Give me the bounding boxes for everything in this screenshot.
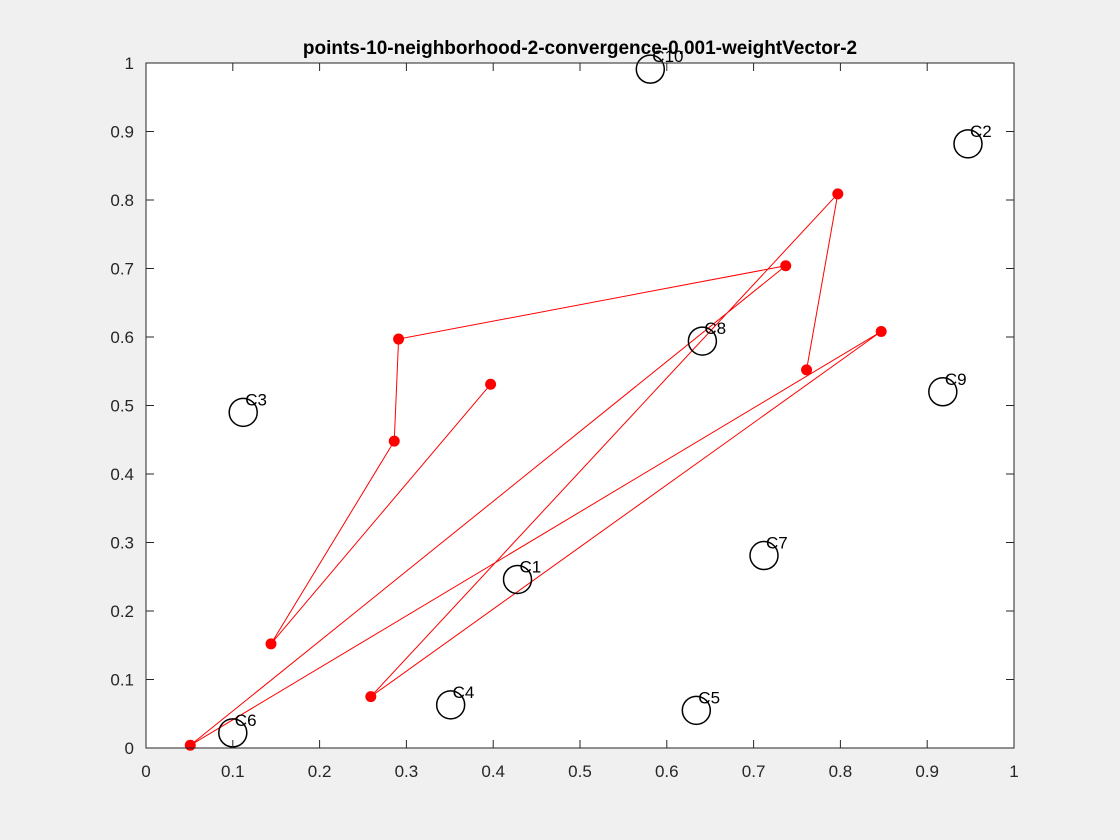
city-label: C8 (704, 319, 726, 338)
x-tick-label: 0.2 (308, 762, 332, 781)
y-tick-label: 0.7 (110, 260, 134, 279)
city-label: C6 (235, 711, 257, 730)
y-tick-label: 0.4 (110, 465, 134, 484)
plot-area (146, 63, 1014, 748)
x-tick-label: 0.8 (829, 762, 853, 781)
city-marker (681, 695, 712, 726)
y-tick-label: 0.9 (110, 123, 134, 142)
path-point (875, 326, 887, 338)
y-tick-label: 0.6 (110, 328, 134, 347)
axes-box (145, 62, 1015, 749)
ticks-layer: 0 0.1 0.2 0.3 0.4 0.5 0.6 0.7 0.8 0.9 1 0 0.1 0.2 0.3 0… (110, 54, 1018, 781)
x-tick-label: 0.5 (568, 762, 592, 781)
path-point (801, 364, 813, 376)
city-marker (953, 129, 983, 159)
y-tick-label: 0.3 (110, 534, 134, 553)
chart-title: points-10-neighborhood-2-convergence-0.0… (303, 38, 857, 59)
city-marker (749, 540, 779, 571)
city-marker (928, 377, 958, 407)
y-tick-label: 0.2 (110, 602, 134, 621)
path-point (780, 260, 792, 272)
x-tick-label: 0.7 (742, 762, 766, 781)
path-point (265, 638, 277, 650)
city-marker (687, 326, 718, 356)
y-tick-label: 0.8 (110, 191, 134, 210)
x-tick-label: 0.9 (915, 762, 939, 781)
x-tick-label: 0.1 (221, 762, 245, 781)
city-label: C4 (453, 683, 475, 702)
path-point (832, 188, 844, 200)
path-point (485, 378, 497, 390)
path-point (365, 691, 377, 703)
city-label: C3 (245, 390, 267, 409)
city-label: C10 (652, 47, 683, 66)
x-tick-label: 0 (141, 762, 150, 781)
city-marker (435, 690, 466, 720)
city-label: C5 (698, 688, 720, 707)
path-line (189, 192, 882, 746)
x-tick-label: 1 (1009, 762, 1018, 781)
city-marker (635, 54, 666, 84)
x-tick-label: 0.6 (655, 762, 679, 781)
path-point (184, 739, 196, 751)
x-tick-label: 0.4 (481, 762, 505, 781)
city-marker (228, 397, 258, 428)
city-label: C2 (970, 122, 992, 141)
y-tick-label: 1 (125, 54, 134, 73)
cities-layer: C1 C2 C3 C4 C5 C6 C7 C8 C9 C10 (218, 47, 992, 748)
city-marker (502, 564, 533, 595)
city-label: C7 (766, 534, 788, 553)
x-tick-label: 0.3 (395, 762, 419, 781)
y-tick-label: 0 (125, 739, 134, 758)
city-label: C1 (520, 557, 542, 576)
path-point (393, 333, 405, 345)
path-point (388, 435, 400, 447)
y-tick-label: 0.1 (110, 671, 134, 690)
y-tick-label: 0.5 (110, 397, 134, 416)
city-label: C9 (945, 370, 967, 389)
